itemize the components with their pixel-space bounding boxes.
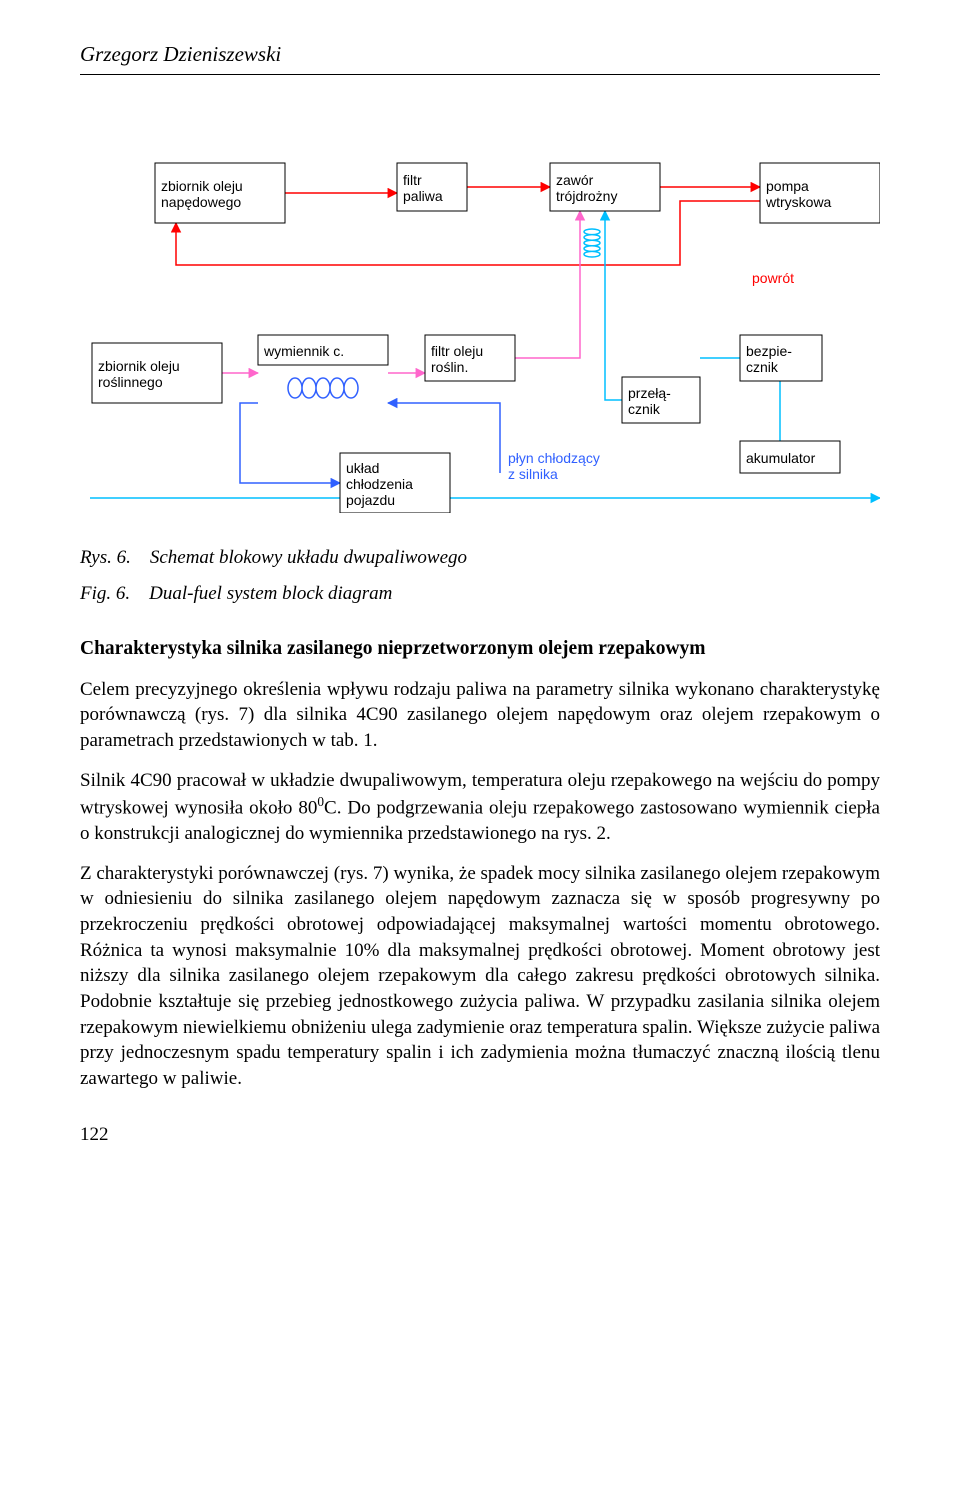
- svg-text:przełą-: przełą-: [628, 385, 671, 401]
- caption-rys-text: Schemat blokowy układu dwupaliwowego: [150, 547, 467, 568]
- section-heading: Charakterystyka silnika zasilanego niepr…: [80, 636, 880, 662]
- svg-text:filtr oleju: filtr oleju: [431, 343, 483, 359]
- svg-text:z silnika: z silnika: [508, 466, 558, 482]
- svg-text:cznik: cznik: [628, 401, 661, 417]
- author-header: Grzegorz Dzieniszewski: [80, 40, 880, 68]
- page-number: 122: [80, 1122, 880, 1148]
- svg-text:wtryskowa: wtryskowa: [765, 194, 832, 210]
- svg-text:paliwa: paliwa: [403, 188, 443, 204]
- svg-text:płyn chłodzący: płyn chłodzący: [508, 450, 600, 466]
- svg-text:chłodzenia: chłodzenia: [346, 476, 413, 492]
- caption-rys: Rys. 6. Schemat blokowy układu dwupaliwo…: [80, 545, 880, 571]
- svg-text:powrót: powrót: [752, 270, 794, 286]
- block-diagram-svg: zbiornik olejunapędowegofiltrpaliwazawór…: [80, 103, 880, 513]
- caption-fig-text: Dual-fuel system block diagram: [149, 583, 392, 604]
- svg-text:pojazdu: pojazdu: [346, 492, 395, 508]
- svg-text:roślin.: roślin.: [431, 359, 468, 375]
- svg-text:trójdrożny: trójdrożny: [556, 188, 617, 204]
- block-diagram: zbiornik olejunapędowegofiltrpaliwazawór…: [80, 103, 880, 521]
- svg-text:pompa: pompa: [766, 178, 809, 194]
- svg-text:układ: układ: [346, 460, 379, 476]
- svg-text:wymiennik c.: wymiennik c.: [263, 343, 344, 359]
- svg-text:bezpie-: bezpie-: [746, 343, 792, 359]
- paragraph-3: Z charakterystyki porównawczej (rys. 7) …: [80, 861, 880, 1092]
- svg-text:filtr: filtr: [403, 172, 422, 188]
- caption-fig-label: Fig. 6.: [80, 583, 130, 604]
- svg-text:zawór: zawór: [556, 172, 594, 188]
- header-rule: [80, 74, 880, 75]
- svg-text:napędowego: napędowego: [161, 194, 241, 210]
- svg-text:zbiornik oleju: zbiornik oleju: [98, 358, 180, 374]
- svg-text:cznik: cznik: [746, 359, 779, 375]
- paragraph-2: Silnik 4C90 pracował w układzie dwupaliw…: [80, 768, 880, 847]
- svg-text:akumulator: akumulator: [746, 450, 816, 466]
- svg-text:roślinnego: roślinnego: [98, 374, 163, 390]
- caption-rys-label: Rys. 6.: [80, 547, 131, 568]
- caption-fig: Fig. 6. Dual-fuel system block diagram: [80, 581, 880, 607]
- svg-text:zbiornik oleju: zbiornik oleju: [161, 178, 243, 194]
- paragraph-1: Celem precyzyjnego określenia wpływu rod…: [80, 677, 880, 754]
